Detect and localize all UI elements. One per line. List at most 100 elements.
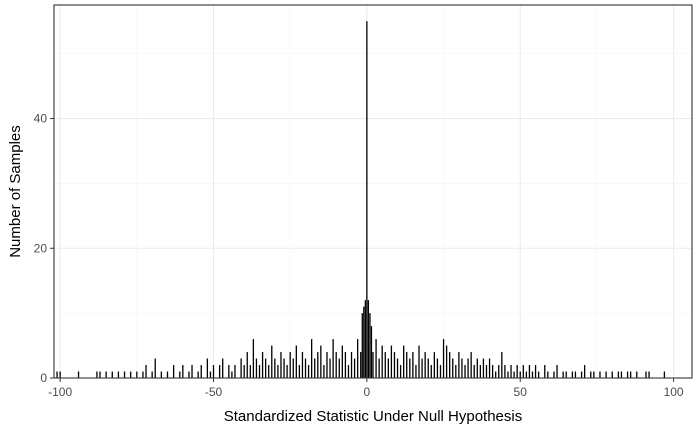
histogram-bar bbox=[268, 365, 270, 378]
histogram-bar bbox=[280, 352, 282, 378]
histogram-bar bbox=[240, 358, 242, 378]
histogram-bar bbox=[442, 339, 445, 378]
histogram-bar bbox=[390, 345, 393, 378]
histogram-bar bbox=[403, 345, 405, 378]
histogram-bar bbox=[611, 371, 613, 378]
histogram-bar bbox=[209, 371, 212, 378]
histogram-bar bbox=[117, 371, 120, 378]
y-tick-label: 20 bbox=[34, 241, 48, 255]
histogram-bar bbox=[495, 371, 497, 378]
histogram-bar bbox=[378, 358, 380, 378]
histogram-bar bbox=[320, 345, 322, 378]
histogram-bar bbox=[344, 352, 347, 378]
histogram-bar bbox=[562, 371, 564, 378]
y-tick-label: 0 bbox=[40, 371, 47, 385]
histogram-bar bbox=[522, 365, 524, 378]
histogram-bar bbox=[470, 352, 472, 378]
histogram-bar bbox=[99, 371, 101, 378]
histogram-bar bbox=[350, 352, 353, 378]
histogram-bar bbox=[191, 365, 193, 378]
histogram-bar bbox=[136, 371, 138, 378]
histogram-bar bbox=[617, 371, 620, 378]
histogram-bar bbox=[544, 365, 546, 378]
histogram-bar bbox=[364, 300, 366, 378]
histogram-bar bbox=[396, 358, 399, 378]
histogram-bar bbox=[485, 365, 488, 378]
histogram-bar bbox=[547, 371, 549, 378]
histogram-bar bbox=[620, 371, 623, 378]
histogram-bar bbox=[231, 371, 233, 378]
histogram-bar bbox=[381, 345, 383, 378]
histogram-bar bbox=[222, 358, 224, 378]
histogram-bar bbox=[534, 365, 537, 378]
histogram-bar bbox=[424, 352, 426, 378]
histogram-bar bbox=[375, 339, 377, 378]
histogram-bar bbox=[252, 339, 255, 378]
histogram-bar bbox=[160, 371, 163, 378]
histogram-bar bbox=[455, 365, 457, 378]
histogram-bar bbox=[630, 371, 632, 378]
histogram-bar bbox=[228, 365, 230, 378]
x-tick-label: -100 bbox=[48, 385, 72, 399]
histogram-bar bbox=[357, 339, 359, 378]
histogram-bar bbox=[663, 371, 666, 378]
grid-lines bbox=[54, 5, 692, 379]
y-tick-label: 40 bbox=[34, 112, 48, 126]
histogram-bar bbox=[283, 358, 285, 378]
histogram-bar bbox=[212, 365, 215, 378]
histogram-bar bbox=[372, 352, 374, 378]
histogram-bar bbox=[393, 352, 396, 378]
histogram-bar bbox=[286, 365, 288, 378]
histogram-bar bbox=[580, 371, 583, 378]
histogram-bar bbox=[464, 365, 466, 378]
histogram-bar bbox=[304, 358, 307, 378]
histogram-bar bbox=[449, 352, 451, 378]
histogram-bar bbox=[436, 358, 439, 378]
histogram-bar bbox=[326, 352, 328, 378]
histogram-bar bbox=[255, 358, 258, 378]
histogram-bar bbox=[626, 371, 629, 378]
histogram-bar bbox=[105, 371, 107, 378]
histogram-bar bbox=[418, 345, 420, 378]
y-axis-title: Number of Samples bbox=[7, 125, 24, 258]
histogram-bar bbox=[473, 365, 475, 378]
histogram-bar bbox=[258, 365, 261, 378]
histogram-bar bbox=[295, 345, 297, 378]
histogram-bar bbox=[458, 352, 460, 378]
histogram-bar bbox=[479, 365, 482, 378]
x-tick-label: -50 bbox=[205, 385, 223, 399]
histogram-bar bbox=[274, 358, 276, 378]
histogram-bar bbox=[96, 371, 98, 378]
histogram-bars bbox=[56, 21, 666, 379]
histogram-bar bbox=[556, 365, 558, 378]
histogram-bar bbox=[427, 358, 429, 378]
histogram-bar bbox=[605, 371, 607, 378]
histogram-bar bbox=[516, 365, 518, 378]
histogram-bar bbox=[301, 352, 304, 378]
histogram-bar bbox=[123, 371, 126, 378]
histogram-bar bbox=[491, 365, 494, 378]
histogram-bar bbox=[197, 371, 199, 378]
histogram-bar bbox=[145, 365, 147, 378]
histogram-bar bbox=[182, 365, 184, 378]
histogram-bar bbox=[504, 365, 506, 378]
histogram-bar bbox=[246, 352, 248, 378]
histogram-bar bbox=[130, 371, 132, 378]
histogram-bar bbox=[366, 21, 368, 378]
histogram-bar bbox=[590, 371, 592, 378]
histogram-bar bbox=[519, 371, 521, 378]
histogram-bar bbox=[289, 352, 291, 378]
histogram-bar bbox=[583, 365, 586, 378]
histogram-bar bbox=[277, 365, 279, 378]
histogram-bar bbox=[430, 365, 432, 378]
histogram-bar bbox=[565, 371, 567, 378]
histogram-bar bbox=[200, 365, 202, 378]
histogram-bar bbox=[206, 358, 209, 378]
x-tick-label: 0 bbox=[364, 385, 371, 399]
histogram-bar bbox=[648, 371, 650, 378]
histogram-bar bbox=[59, 371, 61, 378]
histogram-bar bbox=[172, 365, 175, 378]
histogram-bar bbox=[77, 371, 80, 378]
histogram-bar bbox=[406, 352, 408, 378]
